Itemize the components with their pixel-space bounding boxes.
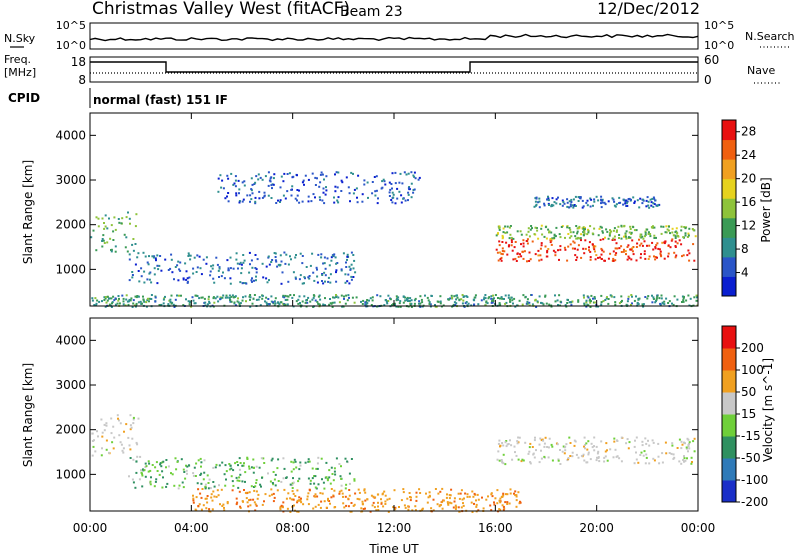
colorbar-tick-label: -200 <box>741 495 768 509</box>
time-tick-label: 04:00 <box>174 521 209 535</box>
colorbar-tick-label: 8 <box>741 242 749 256</box>
scatter-band <box>495 224 697 240</box>
colorbar-tick-label: 12 <box>741 219 756 233</box>
noise-left-tick-top: 10^5 <box>56 19 86 32</box>
freq-label-1: Freq. <box>4 53 31 66</box>
colorbar-tick-label: 50 <box>741 385 756 399</box>
freq-panel: Freq. [MHz] 18 8 60 0 Nave <box>4 53 780 87</box>
colorbar-tick-label: 15 <box>741 407 756 421</box>
time-tick-label: 00:00 <box>73 521 108 535</box>
colorbar-segment <box>722 120 736 141</box>
velocity-ylabel: Slant Range [km] <box>21 363 35 467</box>
colorbar-tick-label: 200 <box>741 341 764 355</box>
noise-panel: N.Sky 10^5 10^0 10^5 10^0 N.Search <box>4 19 795 52</box>
noise-left-tick-bottom: 10^0 <box>56 39 86 52</box>
colorbar-segment <box>722 458 736 481</box>
noise-right-tick-bottom: 10^0 <box>704 39 734 52</box>
colorbar-segment <box>722 414 736 437</box>
colorbar-segment <box>722 370 736 393</box>
time-tick-label: 12:00 <box>377 521 412 535</box>
noise-left-label: N.Sky <box>4 32 36 45</box>
range-tick-label: 2000 <box>55 218 86 232</box>
colorbar-tick-label: 16 <box>741 195 756 209</box>
colorbar-tick-label: 28 <box>741 125 756 139</box>
colorbar-segment <box>722 237 736 258</box>
colorbar-tick-label: 100 <box>741 363 764 377</box>
range-tick-label: 4000 <box>55 128 86 142</box>
scatter-band <box>128 456 356 490</box>
velocity-panel: 1000 2000 3000 4000 Slant Range [km] <box>21 317 699 513</box>
scatter-band <box>90 211 138 253</box>
scatter-band <box>495 238 696 263</box>
freq-tick-bottom: 8 <box>78 73 86 87</box>
range-tick-label: 4000 <box>55 333 86 347</box>
power-cbar-label: Power [dB] <box>759 177 773 242</box>
range-tick-label: 1000 <box>55 467 86 481</box>
noise-right-label: N.Search <box>745 30 795 43</box>
nave-tick-top: 60 <box>704 53 719 67</box>
time-axis: 00:00 04:00 08:00 12:00 16:00 20:00 00:00 <box>73 113 716 535</box>
time-tick-label: 00:00 <box>681 521 716 535</box>
colorbar-segment <box>722 178 736 199</box>
range-tick-label: 3000 <box>55 378 86 392</box>
time-tick-label: 08:00 <box>275 521 310 535</box>
power-panel: 1000 2000 3000 4000 Slant Range [km] <box>21 112 699 308</box>
scatter-band <box>496 436 696 466</box>
scatter-band <box>192 487 522 513</box>
colorbar-segment <box>722 480 736 503</box>
velocity-colorbar: 200 100 50 15 -15 -50 -100 -200 Velocity [m s^-… <box>721 325 775 509</box>
colorbar-tick-label: -100 <box>741 473 768 487</box>
range-tick-label: 3000 <box>55 173 86 187</box>
nave-label: Nave <box>747 64 775 77</box>
colorbar-segment <box>722 198 736 219</box>
scatter-band <box>91 414 142 458</box>
colorbar-segment <box>722 276 736 297</box>
colorbar-segment <box>722 159 736 180</box>
time-tick-label: 20:00 <box>579 521 614 535</box>
colorbar-tick-label: 24 <box>741 148 756 162</box>
scatter-band <box>533 195 661 209</box>
nave-tick-bottom: 0 <box>704 73 712 87</box>
colorbar-tick-label: 4 <box>741 266 749 280</box>
colorbar-segment <box>722 348 736 371</box>
range-tick-label: 1000 <box>55 262 86 276</box>
colorbar-tick-label: -15 <box>741 429 761 443</box>
beam-label: Beam 23 <box>340 4 403 20</box>
station-title: Christmas Valley West (fitACF) <box>92 0 350 19</box>
freq-tick-top: 18 <box>71 55 86 69</box>
cpid-value: normal (fast) 151 IF <box>93 93 228 107</box>
freq-label-2: [MHz] <box>4 66 36 79</box>
power-colorbar: 4 8 12 16 20 24 28 Power [dB] <box>721 119 773 297</box>
date-label: 12/Dec/2012 <box>597 0 700 18</box>
colorbar-segment <box>722 256 736 277</box>
time-axis-label: Time UT <box>368 542 419 554</box>
colorbar-segment <box>722 217 736 238</box>
colorbar-segment <box>722 436 736 459</box>
range-tick-label: 2000 <box>55 423 86 437</box>
colorbar-segment <box>722 139 736 160</box>
scatter-band <box>217 171 421 205</box>
colorbar-segment <box>722 392 736 415</box>
power-ylabel: Slant Range [km] <box>21 160 35 264</box>
time-tick-label: 16:00 <box>478 521 513 535</box>
colorbar-tick-label: -50 <box>741 451 761 465</box>
colorbar-tick-label: 20 <box>741 172 756 186</box>
cpid-label: CPID <box>8 91 40 105</box>
noise-right-tick-top: 10^5 <box>704 19 734 32</box>
scatter-band <box>128 251 357 285</box>
colorbar-segment <box>722 326 736 349</box>
velocity-cbar-label: Velocity [m s^-1] <box>761 358 775 462</box>
